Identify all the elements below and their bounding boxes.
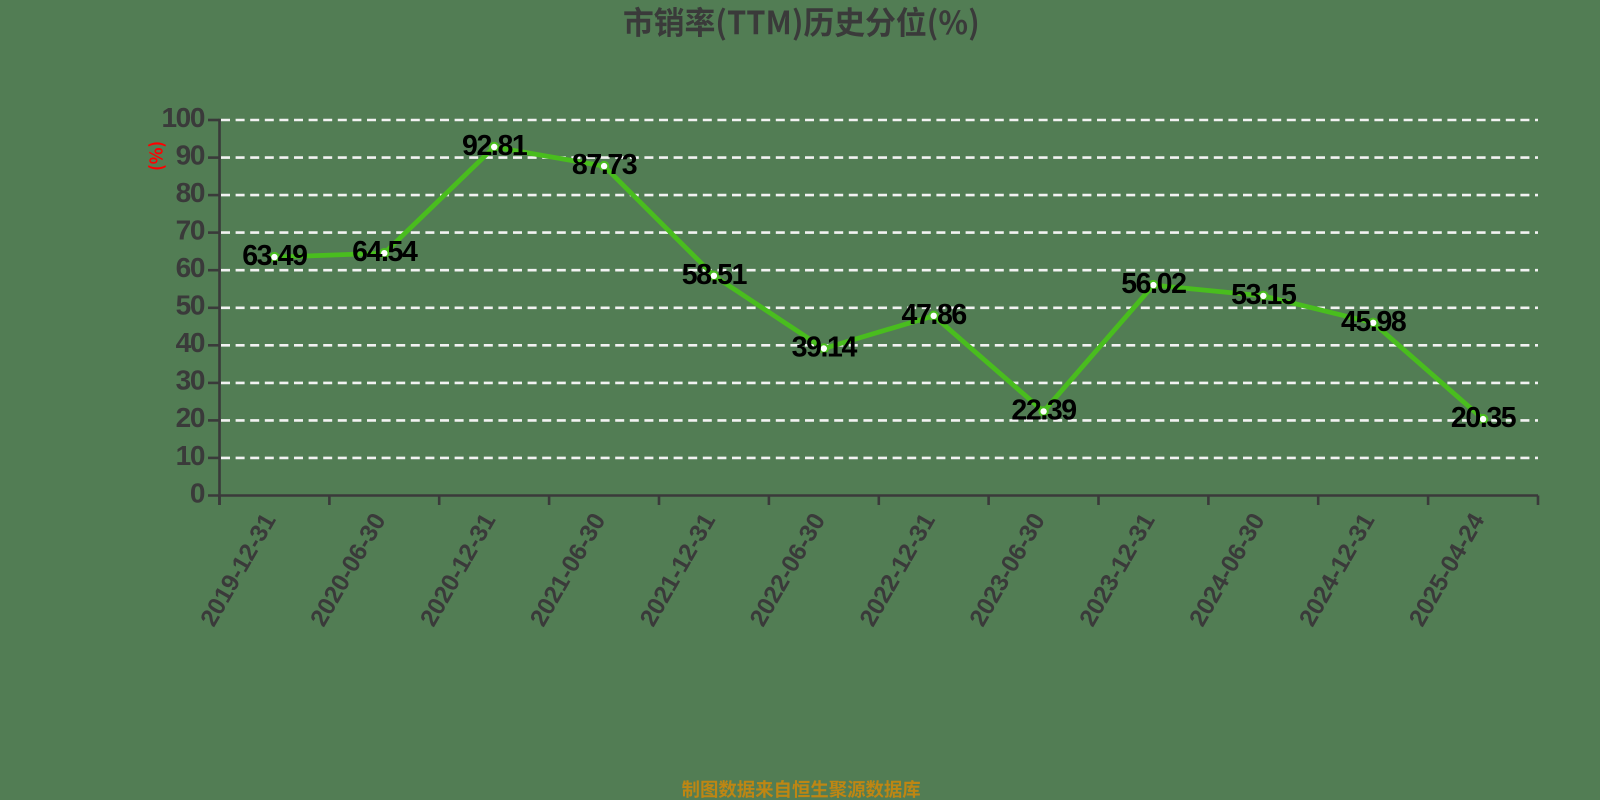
svg-text:90: 90 — [176, 139, 205, 170]
svg-text:40: 40 — [176, 327, 205, 358]
svg-text:50: 50 — [176, 290, 205, 321]
svg-text:20: 20 — [176, 402, 205, 433]
svg-text:2024-06-30: 2024-06-30 — [1184, 509, 1270, 631]
svg-text:58.51: 58.51 — [682, 259, 748, 291]
svg-text:2019-12-31: 2019-12-31 — [196, 509, 282, 631]
svg-text:20.35: 20.35 — [1451, 402, 1517, 434]
svg-text:2020-06-30: 2020-06-30 — [305, 509, 391, 631]
svg-text:2025-04-24: 2025-04-24 — [1404, 509, 1490, 631]
svg-text:70: 70 — [176, 214, 205, 245]
svg-text:2020-12-31: 2020-12-31 — [415, 509, 501, 631]
svg-text:87.73: 87.73 — [572, 149, 637, 181]
svg-text:45.98: 45.98 — [1341, 306, 1406, 338]
svg-text:0: 0 — [190, 477, 205, 508]
svg-text:30: 30 — [176, 365, 205, 396]
svg-text:2023-12-31: 2023-12-31 — [1075, 509, 1161, 631]
svg-text:39.14: 39.14 — [792, 332, 858, 364]
svg-text:92.81: 92.81 — [462, 130, 528, 162]
svg-text:53.15: 53.15 — [1231, 279, 1297, 311]
svg-text:2022-06-30: 2022-06-30 — [745, 509, 831, 631]
svg-text:47.86: 47.86 — [902, 299, 967, 331]
svg-text:2021-06-30: 2021-06-30 — [525, 509, 611, 631]
svg-text:64.54: 64.54 — [352, 236, 418, 268]
svg-text:63.49: 63.49 — [242, 240, 307, 272]
svg-text:100: 100 — [161, 102, 204, 133]
svg-text:2024-12-31: 2024-12-31 — [1294, 509, 1380, 631]
svg-text:10: 10 — [176, 440, 205, 471]
svg-text:2022-12-31: 2022-12-31 — [855, 509, 941, 631]
svg-text:2021-12-31: 2021-12-31 — [635, 509, 721, 631]
svg-text:60: 60 — [176, 252, 205, 283]
svg-text:80: 80 — [176, 177, 205, 208]
svg-text:2023-06-30: 2023-06-30 — [965, 509, 1051, 631]
svg-text:56.02: 56.02 — [1121, 268, 1186, 300]
svg-text:22.39: 22.39 — [1011, 394, 1076, 426]
